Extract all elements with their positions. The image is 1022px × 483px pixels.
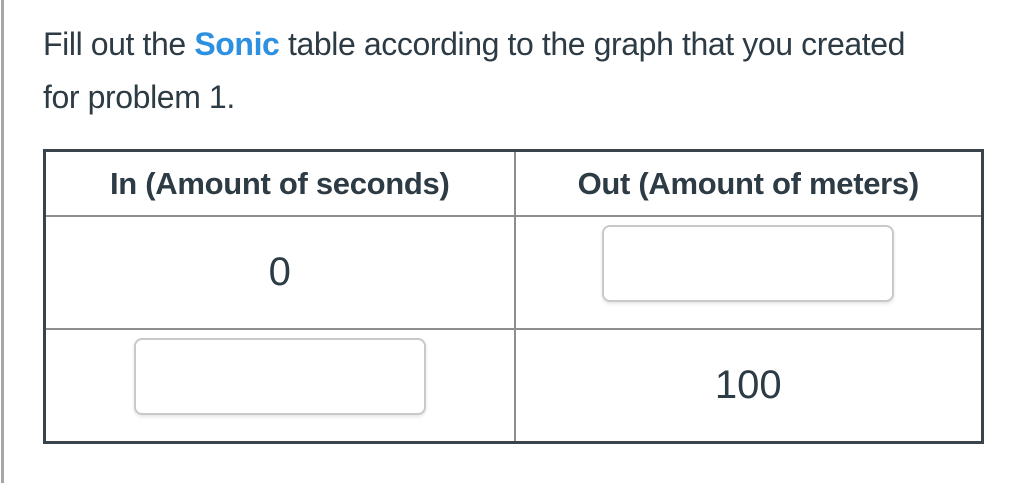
table-row: 0 — [43, 215, 984, 330]
header-row: In (Amount of seconds) Out (Amount of me… — [43, 149, 984, 217]
prompt-text: Fill out the Sonic table according to th… — [43, 18, 1003, 124]
table-row: 100 — [43, 328, 984, 444]
prompt-line1-after: table according to the graph that you cr… — [279, 26, 906, 62]
cell-out-input-row1 — [513, 215, 984, 330]
question-content: Fill out the Sonic table according to th… — [43, 18, 1003, 444]
in-out-table: In (Amount of seconds) Out (Amount of me… — [43, 149, 984, 444]
header-in-seconds: In (Amount of seconds) — [43, 149, 516, 217]
cell-out-value-row2: 100 — [513, 328, 984, 444]
in-answer-input-row2[interactable] — [133, 338, 426, 415]
out-answer-input-row1[interactable] — [602, 225, 895, 302]
header-out-meters: Out (Amount of meters) — [513, 149, 984, 217]
cell-in-input-row2 — [43, 328, 516, 444]
prompt-line2: for problem 1. — [43, 79, 235, 115]
cell-in-value-row1: 0 — [43, 215, 516, 330]
prompt-line1-before: Fill out the — [43, 26, 195, 62]
sonic-link[interactable]: Sonic — [194, 26, 280, 62]
left-divider — [1, 0, 4, 483]
